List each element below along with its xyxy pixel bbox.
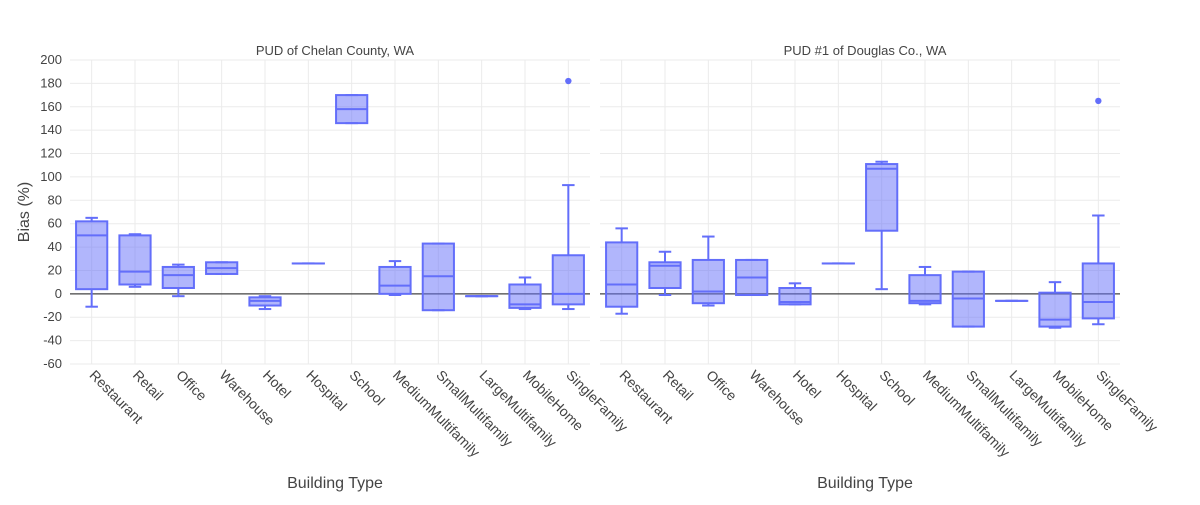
x-tick-label: Retail <box>660 367 697 404</box>
box-Warehouse <box>206 262 237 274</box>
y-axis-label: Bias (%) <box>16 182 33 242</box>
y-tick-label: 140 <box>40 122 62 137</box>
x-axis-label-right: Building Type <box>817 475 913 492</box>
x-tick-label: Office <box>173 367 210 404</box>
y-tick-label: 100 <box>40 169 62 184</box>
box-MediumMultifamily <box>379 261 410 295</box>
box-body <box>379 267 410 294</box>
box-MobileHome <box>1039 282 1070 328</box>
box-body <box>119 235 150 284</box>
box-Retail <box>649 252 680 295</box>
box-Warehouse <box>736 260 767 295</box>
box-Hotel <box>779 283 810 304</box>
box-MediumMultifamily <box>909 267 940 304</box>
box-body <box>1039 293 1070 327</box>
y-tick-label: -20 <box>43 309 62 324</box>
box-layer <box>76 78 1114 328</box>
box-Hotel <box>249 296 280 309</box>
x-tick-label: SmallMultifamily <box>433 367 516 450</box>
box-body <box>76 221 107 289</box>
box-MobileHome <box>509 277 540 309</box>
y-tick-label: 180 <box>40 75 62 90</box>
box-Office <box>163 265 194 297</box>
x-tick-label: School <box>877 367 919 409</box>
x-tick-label: LargeMultifamily <box>1007 367 1090 450</box>
box-SmallMultifamily <box>423 244 454 311</box>
x-tick-label: Hospital <box>303 367 350 414</box>
outlier-point <box>1095 98 1101 104</box>
box-Restaurant <box>606 228 637 313</box>
x-tick-label: Retail <box>130 367 167 404</box>
y-tick-label: 60 <box>48 216 62 231</box>
x-tick-label: SmallMultifamily <box>963 367 1046 450</box>
box-Retail <box>119 234 150 287</box>
y-tick-label: 120 <box>40 146 62 161</box>
x-tick-label: School <box>347 367 389 409</box>
box-body <box>693 260 724 303</box>
x-tick-label: Hospital <box>833 367 880 414</box>
y-tick-label: 40 <box>48 239 62 254</box>
y-tick-label: -60 <box>43 356 62 371</box>
y-tick-label: 200 <box>40 52 62 67</box>
x-tick-label: LargeMultifamily <box>477 367 560 450</box>
x-axis-label-left: Building Type <box>287 475 383 492</box>
box-body <box>553 255 584 304</box>
subplot-title-left: PUD of Chelan County, WA <box>256 43 415 58</box>
subplot-title-right: PUD #1 of Douglas Co., WA <box>784 43 947 58</box>
box-body <box>163 267 194 288</box>
y-tick-label: -40 <box>43 333 62 348</box>
y-tick-label: 0 <box>55 286 62 301</box>
x-tick-label: Hotel <box>260 367 294 401</box>
box-SmallMultifamily <box>953 272 984 327</box>
x-tick-label: Office <box>703 367 740 404</box>
box-body <box>1083 263 1114 318</box>
outlier-point <box>565 78 571 84</box>
box-body <box>866 164 897 231</box>
box-body <box>909 275 940 303</box>
y-tick-label: 20 <box>48 262 62 277</box>
x-tick-label: Hotel <box>790 367 824 401</box>
box-body <box>606 242 637 306</box>
y-tick-label: 80 <box>48 192 62 207</box>
box-School <box>336 95 367 123</box>
y-tick-label: 160 <box>40 99 62 114</box>
